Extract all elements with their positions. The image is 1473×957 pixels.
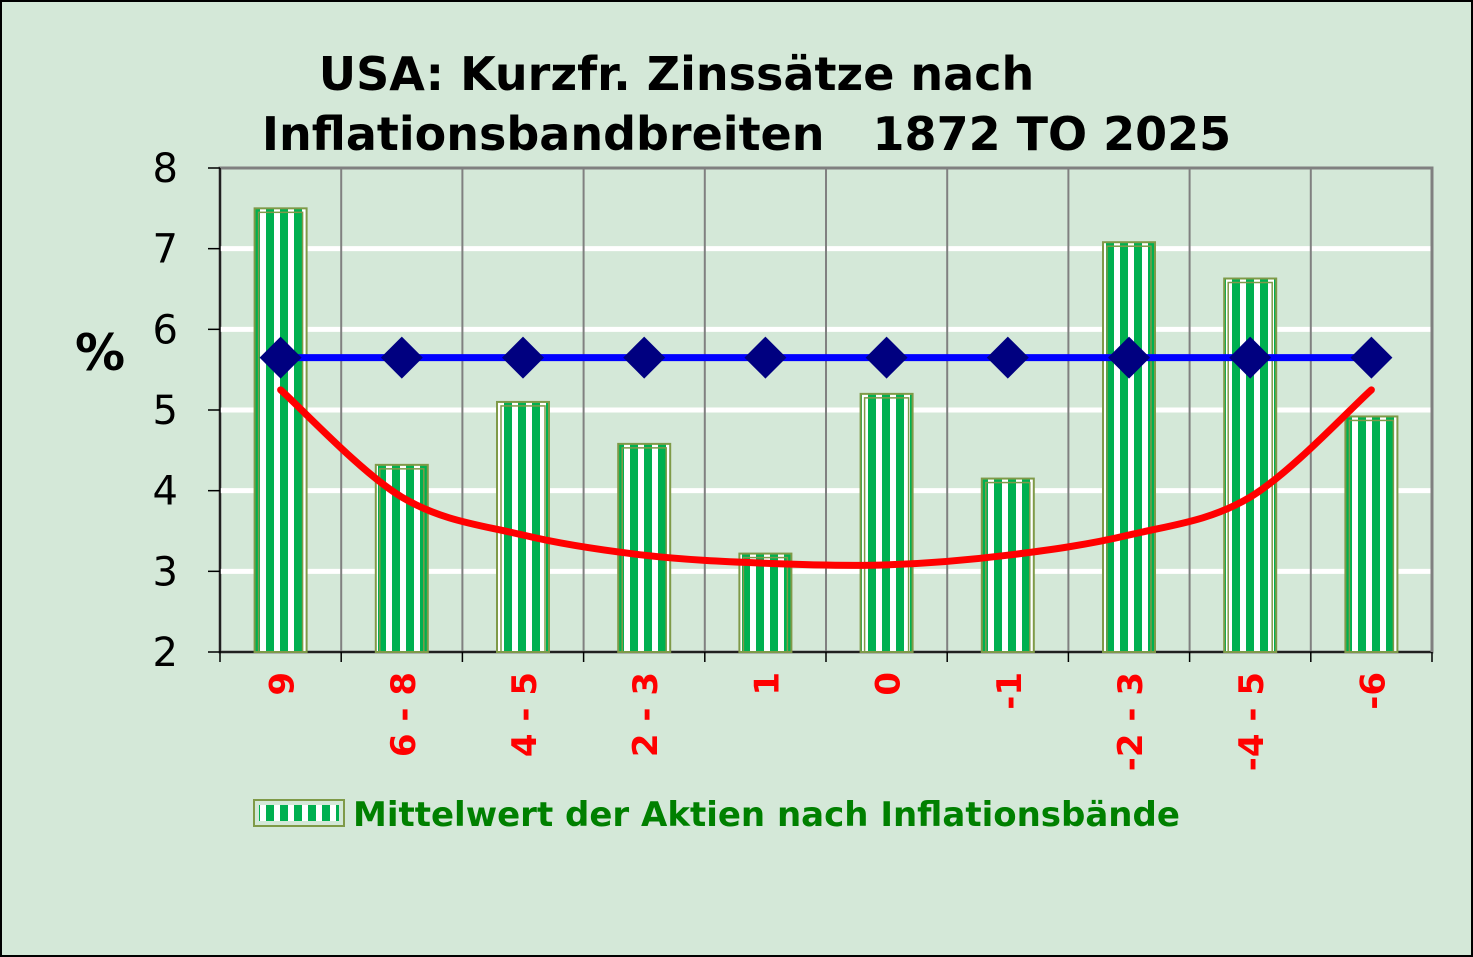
title-line-2: Inflationsbandbreiten 1872 TO 2025 [261,107,1232,161]
x-category-label: 2 - 3 [626,672,666,757]
bar [253,207,308,653]
bar [980,477,1035,654]
bar [374,463,429,653]
x-category-label: 4 - 5 [505,672,545,757]
x-category-label: -4 - 5 [1232,672,1272,771]
y-tick-label: 3 [153,549,178,595]
trend-curve [277,386,1375,569]
diamond-marker [744,336,787,379]
diamond-marker [1350,336,1393,379]
bar-inner-border [379,468,425,653]
y-tick-label: 4 [153,469,178,515]
y-tick-label: 2 [153,630,178,676]
bar-inner-border [257,211,304,653]
diamond-marker [1108,336,1150,379]
bar [496,400,550,653]
x-category-label: -1 [990,672,1030,710]
bar-inner-border [742,556,789,653]
x-category-label: 1 [747,672,787,696]
bar [1344,415,1399,653]
x-category-label: -2 - 3 [1111,672,1151,771]
bar-inner-border [863,397,910,653]
x-category-label: 9 [263,672,303,696]
bar [617,442,672,653]
bar-inner-border [985,481,1031,653]
legend-swatch [259,805,339,821]
legend-swatch-border [253,799,345,827]
diamond-marker [1229,336,1272,379]
diamond-marker [380,336,423,379]
y-tick-label: 8 [153,146,178,192]
bar-inner-border [1227,281,1273,653]
bar [1102,241,1156,653]
y-tick-label: 5 [153,388,178,434]
bar [1223,277,1278,653]
y-tick-label: 6 [153,307,178,353]
diamond-marker [623,336,666,379]
bar [859,392,914,653]
bar-inner-border [1348,419,1395,653]
x-category-label: 0 [869,672,909,696]
legend-label: Mittelwert der Aktien nach Inflationsbän… [353,795,1180,835]
title-line-1: USA: Kurzfr. Zinssätze nach [318,47,1035,101]
diamond-marker [865,336,908,379]
bar-inner-border [1106,245,1152,653]
y-tick-label: 7 [153,227,178,273]
x-category-label: -6 [1353,672,1393,710]
diamond-marker [502,336,544,379]
diamond-marker [259,336,302,379]
diamond-marker [986,336,1029,379]
y-axis-label: % [75,324,125,382]
bar [738,552,793,653]
x-category-label: 6 - 8 [384,672,424,757]
